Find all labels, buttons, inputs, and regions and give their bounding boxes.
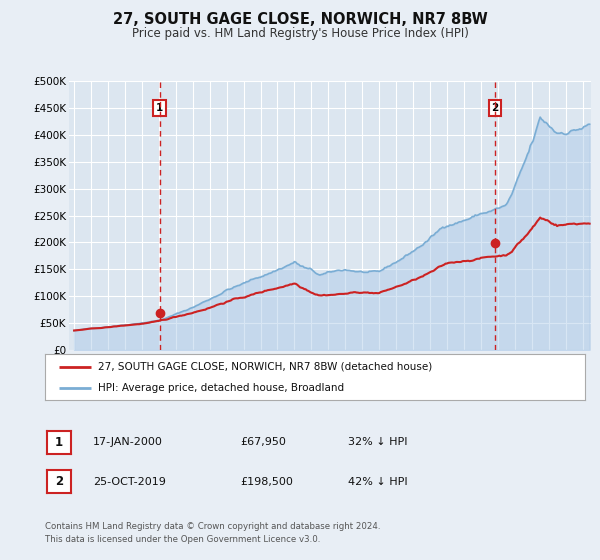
- Text: 25-OCT-2019: 25-OCT-2019: [93, 477, 166, 487]
- Text: 27, SOUTH GAGE CLOSE, NORWICH, NR7 8BW: 27, SOUTH GAGE CLOSE, NORWICH, NR7 8BW: [113, 12, 487, 27]
- Text: 17-JAN-2000: 17-JAN-2000: [93, 437, 163, 447]
- Text: 2: 2: [55, 475, 63, 488]
- Text: Price paid vs. HM Land Registry's House Price Index (HPI): Price paid vs. HM Land Registry's House …: [131, 27, 469, 40]
- Text: HPI: Average price, detached house, Broadland: HPI: Average price, detached house, Broa…: [98, 383, 344, 393]
- Text: Contains HM Land Registry data © Crown copyright and database right 2024.
This d: Contains HM Land Registry data © Crown c…: [45, 522, 380, 544]
- Text: £67,950: £67,950: [240, 437, 286, 447]
- Text: 32% ↓ HPI: 32% ↓ HPI: [348, 437, 407, 447]
- Text: 1: 1: [55, 436, 63, 449]
- Text: £198,500: £198,500: [240, 477, 293, 487]
- Text: 27, SOUTH GAGE CLOSE, NORWICH, NR7 8BW (detached house): 27, SOUTH GAGE CLOSE, NORWICH, NR7 8BW (…: [98, 362, 432, 372]
- Text: 42% ↓ HPI: 42% ↓ HPI: [348, 477, 407, 487]
- Text: 1: 1: [156, 103, 163, 113]
- Text: 2: 2: [491, 103, 499, 113]
